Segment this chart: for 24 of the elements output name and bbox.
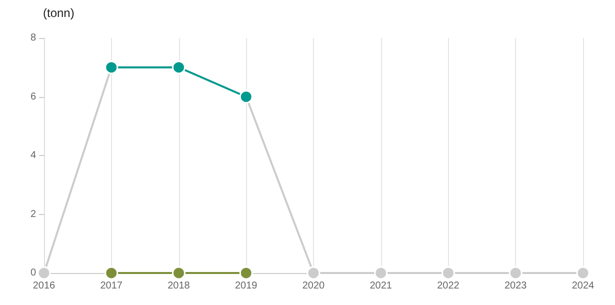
- point: [104, 266, 118, 280]
- point: [239, 266, 253, 280]
- point: [508, 266, 522, 280]
- x-tick-label: 2017: [100, 280, 123, 292]
- y-tick-label: 2: [30, 208, 36, 220]
- x-tick-label: 2024: [572, 280, 595, 292]
- point: [576, 266, 590, 280]
- x-tick-label: 2023: [504, 280, 528, 292]
- y-tick-label: 6: [30, 91, 36, 102]
- x-tick-label: 2018: [168, 280, 190, 292]
- y-axis-title: (tonn): [43, 6, 74, 20]
- x-tick-label: 2020: [302, 280, 326, 292]
- x-tick-label: 2016: [32, 280, 56, 292]
- x-tick-label: 2019: [235, 280, 258, 292]
- point: [442, 266, 455, 280]
- point: [306, 266, 320, 280]
- x-tick-label: 2021: [370, 280, 392, 292]
- point: [172, 266, 186, 280]
- x-tick-label: 2022: [437, 280, 460, 292]
- point: [37, 266, 51, 280]
- y-tick-label: 4: [30, 150, 36, 161]
- y-tick-label: 8: [30, 32, 36, 44]
- y-tick-label: 0: [30, 268, 36, 278]
- point: [374, 266, 388, 280]
